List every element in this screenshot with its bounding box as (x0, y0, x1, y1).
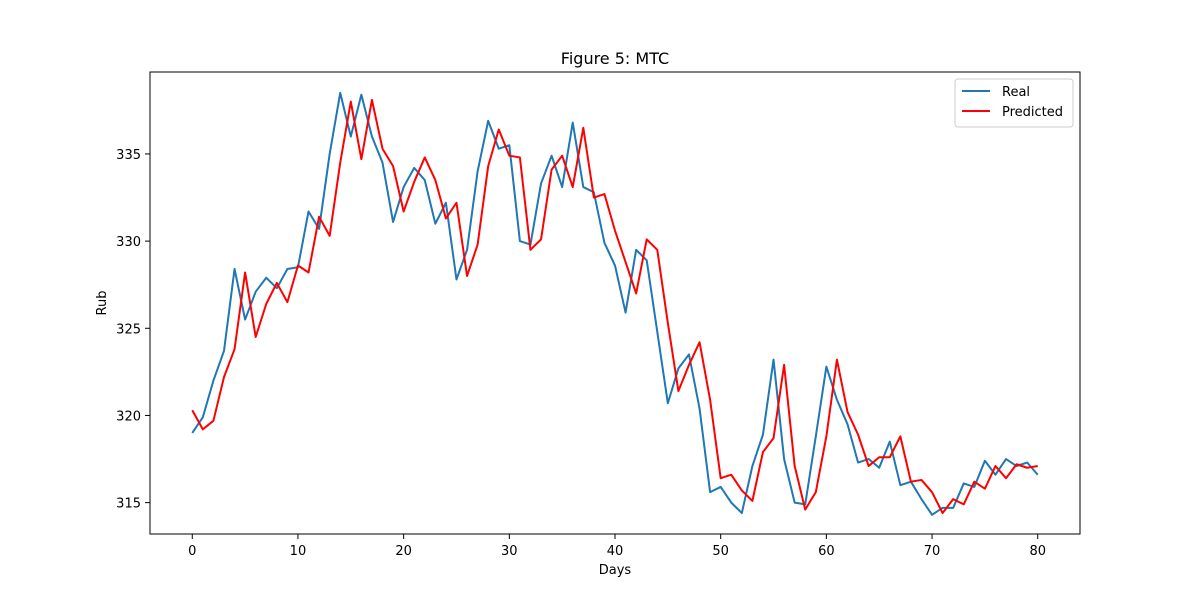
x-tick-label: 30 (501, 544, 518, 559)
x-tick-label: 60 (818, 544, 835, 559)
y-tick-label: 325 (116, 322, 141, 337)
series-line-predicted (191, 98, 1038, 515)
y-tick-label: 320 (116, 409, 141, 424)
x-axis-ticks: 0 10 20 30 40 50 60 70 80 (188, 534, 1046, 559)
y-axis-label: Rub (95, 291, 110, 316)
x-tick-label: 70 (924, 544, 941, 559)
legend: Real Predicted (954, 78, 1074, 128)
x-tick-label: 0 (188, 544, 196, 559)
legend-label-real: Real (1002, 85, 1030, 100)
x-tick-label: 10 (290, 544, 307, 559)
y-tick-label: 335 (116, 148, 141, 163)
x-axis-label: Days (599, 563, 632, 578)
series-layer (191, 91, 1039, 516)
x-tick-label: 20 (395, 544, 412, 559)
y-tick-label: 330 (116, 235, 141, 250)
chart-title: Figure 5: MTC (561, 49, 669, 68)
x-tick-label: 80 (1029, 544, 1046, 559)
series-line-real (191, 91, 1039, 516)
x-tick-label: 40 (607, 544, 624, 559)
y-tick-label: 315 (116, 497, 141, 512)
legend-label-predicted: Predicted (1002, 105, 1063, 120)
y-axis-ticks: 315 320 325 330 335 (116, 148, 150, 512)
x-tick-label: 50 (712, 544, 729, 559)
